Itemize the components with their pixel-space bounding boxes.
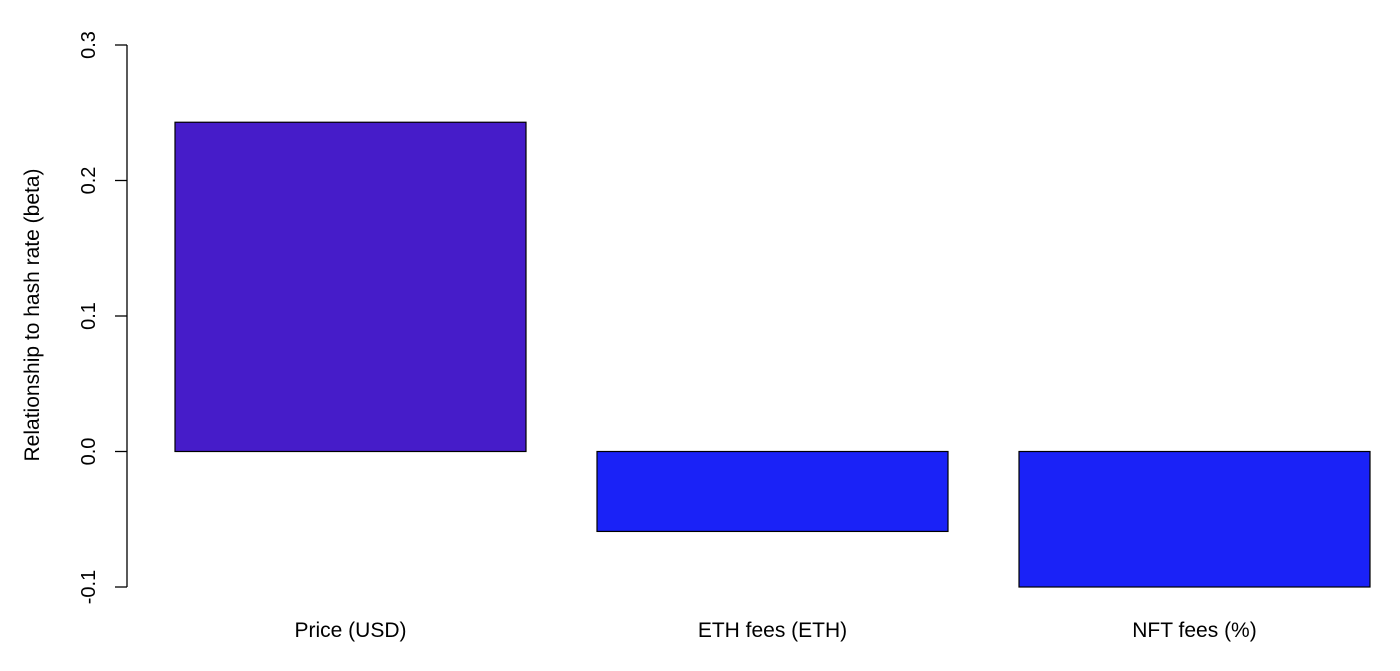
x-axis-labels: Price (USD) ETH fees (ETH) NFT fees (%) <box>294 619 1256 642</box>
bar <box>1018 450 1371 588</box>
y-tick-label: 0.0 <box>78 438 100 466</box>
y-tick-label: 0.1 <box>78 302 100 330</box>
bar <box>174 121 527 453</box>
x-category-label: NFT fees (%) <box>1132 619 1256 642</box>
x-category-label: Price (USD) <box>294 619 406 642</box>
bars <box>174 121 1371 588</box>
x-category-label: ETH fees (ETH) <box>698 619 847 642</box>
y-tick-label: 0.3 <box>78 31 100 59</box>
bar <box>596 450 949 533</box>
y-tick-label: -0.1 <box>78 570 100 604</box>
y-axis-title: Relationship to hash rate (beta) <box>21 168 44 461</box>
y-tick-label: 0.2 <box>78 167 100 195</box>
y-axis: -0.1 0.0 0.1 0.2 0.3 <box>78 31 128 604</box>
